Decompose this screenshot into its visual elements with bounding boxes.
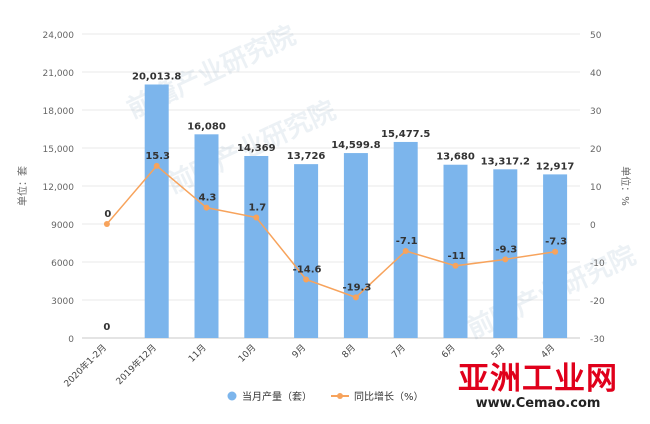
bar <box>393 141 418 338</box>
legend-bar-label: 当月产量（套） <box>242 390 312 403</box>
bar-value-label: 0 <box>103 322 110 333</box>
y-left-tick-label: 6000 <box>51 259 74 269</box>
bar-value-label: 14,369 <box>237 143 276 154</box>
y-right-tick-label: 40 <box>590 69 602 79</box>
logo-main-text: 亚洲工业网 <box>458 361 618 397</box>
growth-point <box>552 248 559 255</box>
x-tick-label: 11月 <box>186 342 208 364</box>
growth-value-label: -14.6 <box>293 264 322 275</box>
growth-value-label: -7.3 <box>545 237 567 248</box>
y-right-tick-label: 0 <box>590 221 596 231</box>
growth-point <box>253 214 260 221</box>
growth-value-label: -9.3 <box>495 244 517 255</box>
y-right-tick-label: 20 <box>590 145 602 155</box>
bar-value-label: 12,917 <box>536 161 575 172</box>
growth-value-label: 1.7 <box>248 203 266 214</box>
bar <box>343 153 368 338</box>
bar <box>194 134 219 338</box>
growth-point <box>352 294 359 301</box>
x-tick-label: 8月 <box>340 342 358 360</box>
x-tick-label: 6月 <box>439 342 457 360</box>
y-right-tick-label: -20 <box>590 297 605 307</box>
growth-line <box>106 164 556 299</box>
x-tick-label: 7月 <box>390 342 408 360</box>
growth-value-label: -19.3 <box>342 282 371 293</box>
growth-point <box>153 162 160 169</box>
site-logo: 亚洲工业网 www.Cemao.com <box>440 362 636 414</box>
growth-value-label: 15.3 <box>145 151 170 162</box>
bar <box>493 169 518 338</box>
y-left-axis-title: 单位：套 <box>16 166 29 206</box>
x-tick-label: 10月 <box>236 342 258 364</box>
growth-value-label: 4.3 <box>199 193 217 204</box>
y-left-tick-label: 0 <box>68 335 74 345</box>
growth-point <box>303 276 310 283</box>
bar-value-label: 20,013.8 <box>132 71 181 82</box>
growth-point <box>203 204 210 211</box>
x-tick-label: 4月 <box>539 342 557 360</box>
y-right-axis-title: 单位：% <box>619 166 632 206</box>
bar-value-label: 14,599.8 <box>331 140 380 151</box>
growth-point <box>452 262 459 269</box>
legend-line-label: 同比增长（%） <box>354 390 424 403</box>
bar-value-label: 13,317.2 <box>481 156 530 167</box>
x-tick-label: 2019年12月 <box>113 342 159 388</box>
y-left-tick-label: 9000 <box>51 221 74 231</box>
y-left-tick-label: 18,000 <box>43 107 75 117</box>
bar-value-label: 15,477.5 <box>381 129 430 140</box>
y-left-tick-label: 3000 <box>51 297 74 307</box>
bar <box>543 174 568 338</box>
x-tick-label: 2020年1-2月 <box>61 342 109 390</box>
x-tick-label: 9月 <box>290 342 308 360</box>
growth-value-label: -7.1 <box>396 236 418 247</box>
growth-point <box>103 221 110 227</box>
y-right-tick-label: 30 <box>590 107 602 117</box>
y-left-tick-label: 24,000 <box>43 31 75 41</box>
bar <box>244 155 269 338</box>
y-right-tick-label: 50 <box>590 31 602 41</box>
y-right-tick-label: -10 <box>590 259 605 269</box>
logo-url-text: www.Cemao.com <box>475 396 601 411</box>
legend-bar-marker[interactable] <box>227 391 237 401</box>
bar-value-label: 13,680 <box>436 152 475 163</box>
y-right-tick-label: -30 <box>590 335 605 345</box>
bar-value-label: 16,080 <box>187 121 226 132</box>
x-tick-label: 5月 <box>489 342 507 360</box>
y-left-tick-label: 15,000 <box>43 145 75 155</box>
growth-value-label: 0 <box>104 209 111 220</box>
bar <box>443 164 468 338</box>
growth-value-label: -11 <box>447 251 465 262</box>
bar <box>294 164 319 338</box>
growth-point <box>402 247 409 254</box>
y-left-tick-label: 12,000 <box>43 183 75 193</box>
y-right-tick-label: 10 <box>590 183 602 193</box>
bar-value-label: 13,726 <box>287 151 326 162</box>
bar <box>144 84 169 338</box>
legend-line-dot <box>337 393 343 399</box>
y-left-tick-label: 21,000 <box>43 69 75 79</box>
growth-point <box>502 256 509 263</box>
